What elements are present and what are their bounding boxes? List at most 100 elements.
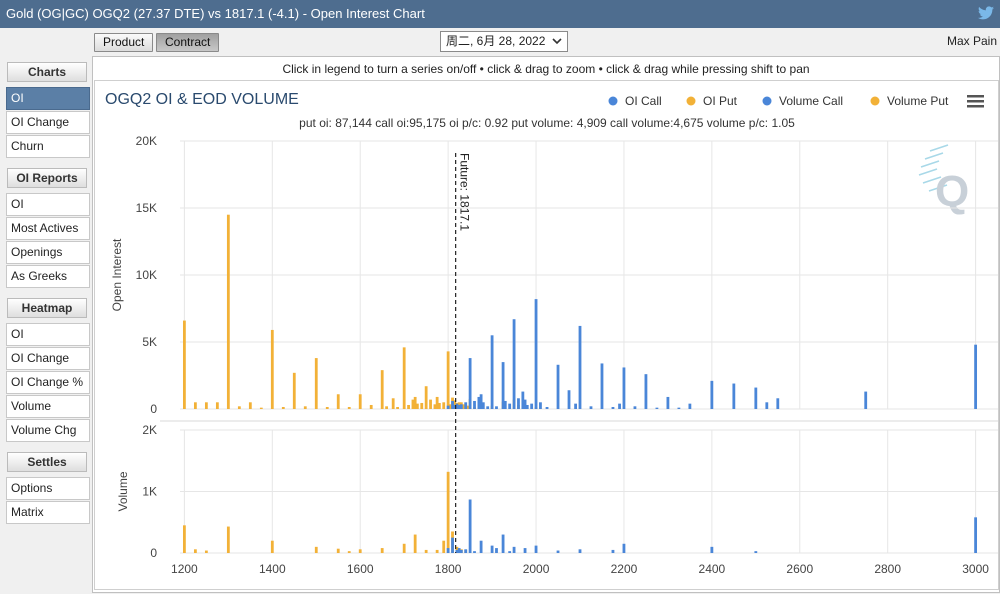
oi-put-bar: [396, 406, 399, 409]
oi-call-bar: [578, 325, 582, 409]
twitter-icon[interactable]: [978, 6, 994, 20]
sidebar-item[interactable]: Volume Chg: [6, 419, 90, 442]
sidebar-item[interactable]: OI: [6, 193, 90, 216]
chevron-down-icon: [552, 38, 562, 45]
volume-call-bar: [556, 550, 560, 553]
volume-put-bar: [314, 546, 318, 553]
oi-put-bar: [466, 405, 470, 409]
oi-put-bar: [226, 214, 230, 409]
sidebar-item[interactable]: OI: [6, 87, 90, 110]
volume-put-bar: [347, 551, 351, 553]
oi-call-bar: [534, 299, 538, 409]
product-button[interactable]: Product: [94, 33, 154, 52]
sidebar-item[interactable]: OI: [6, 323, 90, 346]
oi-put-bar: [237, 406, 241, 409]
volume-y-axis-label: Volume: [116, 471, 130, 511]
oi-call-bar: [501, 362, 505, 409]
chart-title: OGQ2 OI & EOD VOLUME: [105, 91, 299, 108]
volume-call-bar: [974, 517, 978, 553]
sidebar-item[interactable]: Openings: [6, 241, 90, 264]
volume-call-bar: [754, 551, 758, 553]
oi-call-bar: [666, 396, 670, 409]
sidebar-item[interactable]: Volume: [6, 395, 90, 418]
chart-frame: OGQ2 OI & EOD VOLUME put oi: 87,144 call …: [94, 80, 1000, 590]
oi-y-axis-label: Open Interest: [110, 238, 124, 311]
oi-put-bar: [369, 404, 373, 409]
sidebar-item[interactable]: Options: [6, 477, 90, 500]
y-tick-label: 10K: [136, 268, 157, 282]
oi-call-bar: [622, 367, 626, 409]
x-tick-label: 1400: [259, 562, 286, 576]
x-tick-label: 1200: [171, 562, 198, 576]
legend-item[interactable]: Volume Call: [779, 94, 843, 108]
oi-call-bar: [765, 402, 769, 409]
volume-put-bar: [435, 549, 439, 553]
oi-call-bar: [495, 406, 498, 409]
sidebar-item[interactable]: Churn: [6, 135, 90, 158]
oi-call-bar: [530, 403, 534, 409]
oi-call-bar: [451, 400, 454, 409]
oi-call-bar: [864, 391, 868, 409]
x-tick-label: 2200: [611, 562, 638, 576]
oi-call-bar: [490, 335, 494, 409]
legend-item[interactable]: Volume Put: [887, 94, 949, 108]
volume-put-bar: [380, 548, 384, 553]
menu-icon-bar: [967, 105, 984, 108]
oi-put-bar: [358, 394, 362, 409]
oi-call-bar: [688, 403, 692, 409]
oi-call-bar: [574, 403, 578, 409]
oi-put-bar: [420, 402, 424, 409]
sidebar-item[interactable]: Matrix: [6, 501, 90, 524]
volume-put-bar: [402, 543, 406, 553]
y-tick-label: 5K: [142, 335, 157, 349]
volume-call-bar: [490, 545, 494, 553]
contract-button[interactable]: Contract: [156, 33, 220, 52]
oi-call-bar: [503, 400, 507, 409]
oi-put-bar: [437, 402, 441, 409]
x-tick-label: 2600: [786, 562, 813, 576]
q-logo-stroke: [918, 168, 938, 176]
volume-put-bar: [413, 534, 417, 553]
sidebar-item[interactable]: OI Change: [6, 111, 90, 134]
sidebar-item[interactable]: OI Change: [6, 347, 90, 370]
volume-put-bar: [182, 525, 186, 553]
sidebar-section-header: Settles: [7, 452, 87, 472]
oi-put-bar: [407, 404, 410, 409]
sidebar-item[interactable]: OI Change %: [6, 371, 90, 394]
oi-call-bar: [508, 403, 512, 409]
legend-item[interactable]: OI Put: [703, 94, 738, 108]
y-tick-label: 1K: [142, 485, 157, 499]
max-pain-link[interactable]: Max Pain: [946, 34, 997, 48]
oi-put-bar: [411, 399, 415, 409]
chart-container: Click in legend to turn a series on/off …: [92, 56, 1000, 593]
sidebar-item[interactable]: Most Actives: [6, 217, 90, 240]
volume-call-bar: [446, 548, 450, 553]
oi-call-bar: [611, 406, 615, 409]
oi-call-bar: [481, 402, 485, 409]
oi-call-bar: [655, 407, 659, 409]
volume-put-bar: [193, 549, 197, 553]
x-tick-label: 2800: [874, 562, 901, 576]
oi-call-bar: [523, 399, 527, 409]
volume-call-bar: [455, 549, 459, 553]
q-logo-icon: Q: [918, 144, 969, 216]
q-logo-stroke: [928, 184, 948, 192]
oi-call-bar: [974, 344, 978, 409]
volume-put-bar: [446, 471, 450, 553]
oi-put-bar: [303, 406, 307, 409]
legend-item[interactable]: OI Call: [625, 94, 662, 108]
oi-call-bar: [539, 402, 542, 409]
oi-call-bar: [589, 406, 593, 409]
oi-call-bar: [512, 319, 516, 409]
sidebar-item[interactable]: As Greeks: [6, 265, 90, 288]
oi-put-bar: [270, 329, 274, 409]
oi-call-bar: [556, 364, 560, 409]
toolbar: Product Contract 周二, 6月 28, 2022 Max Pai…: [0, 28, 1000, 55]
date-select[interactable]: 周二, 6月 28, 2022: [440, 31, 568, 52]
future-price-label: Future: 1817.1: [458, 153, 472, 231]
menu-icon[interactable]: [967, 95, 984, 108]
oi-call-bar: [600, 363, 604, 409]
sidebar: Charts OI OI Change Churn OI Reports OI Most A…: [6, 62, 90, 524]
volume-call-bar: [512, 546, 516, 553]
